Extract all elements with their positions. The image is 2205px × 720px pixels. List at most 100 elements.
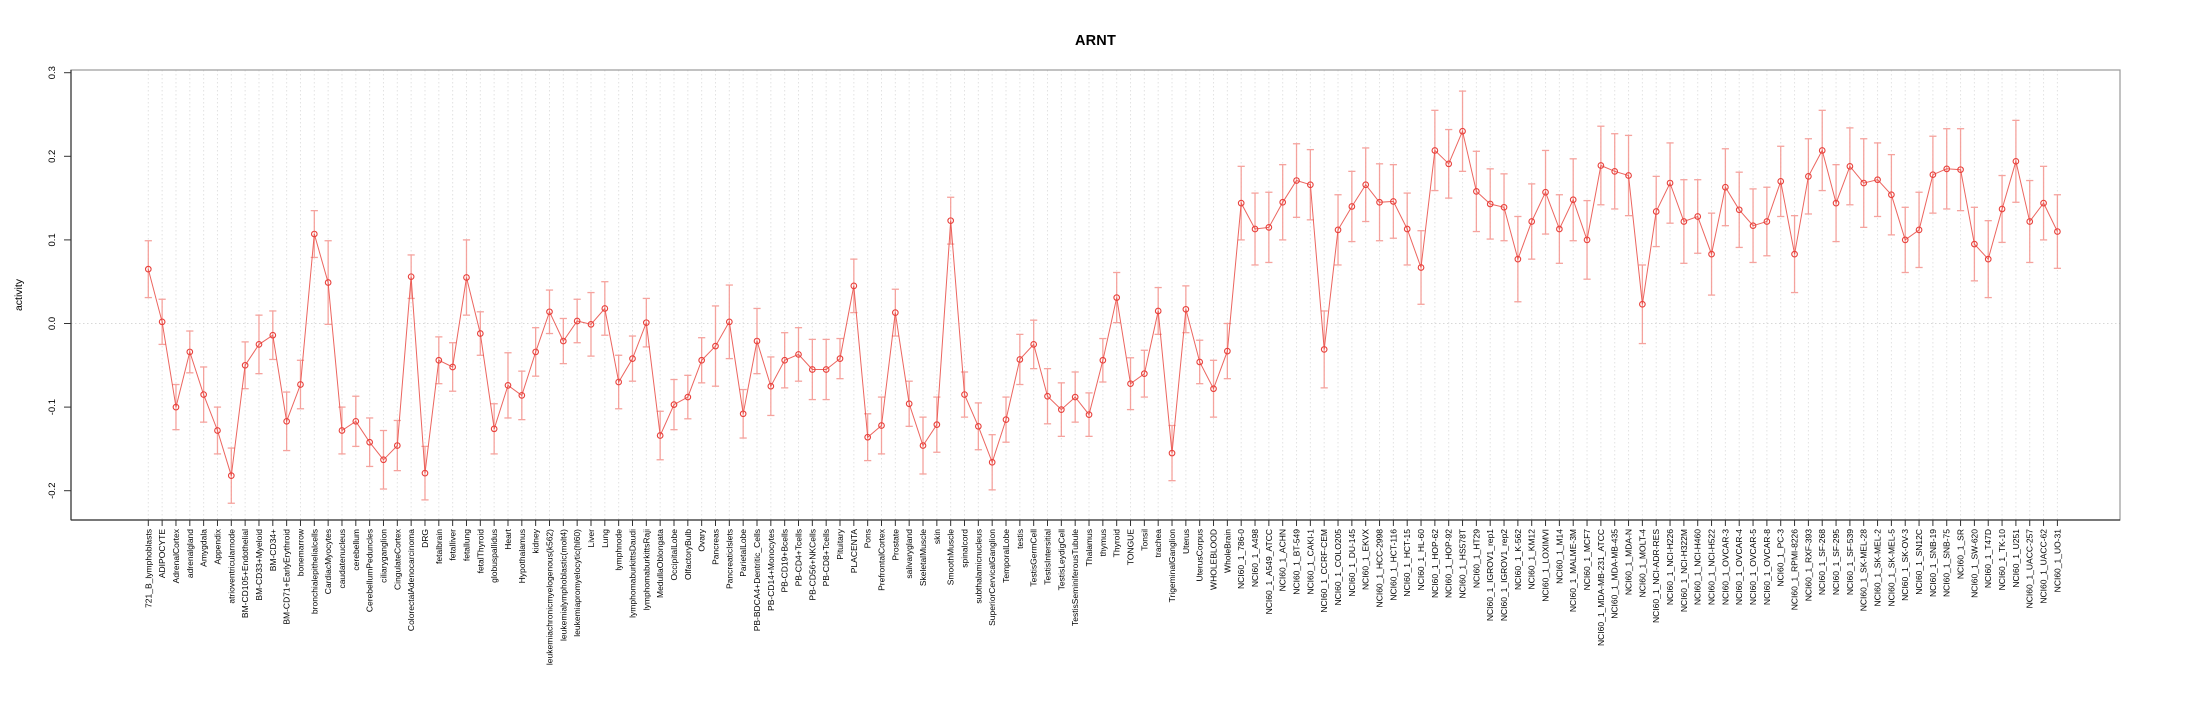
x-tick-label: salivarygland: [904, 529, 914, 579]
x-tick-label: NCI60_1_SF-268: [1817, 529, 1827, 595]
x-tick-label: cerebellum: [351, 529, 361, 571]
data-point: [1777, 178, 1785, 185]
x-tick-label: Ovary: [697, 528, 707, 551]
x-tick-label: ParietalLobe: [738, 529, 748, 577]
data-point: [1002, 416, 1010, 423]
x-tick-label: NCI60_1_COLO205: [1333, 529, 1343, 606]
data-point: [1874, 176, 1881, 184]
x-tick-label: NCI60_1_NCI-H226: [1665, 529, 1675, 605]
x-tick-label: Liver: [586, 529, 596, 548]
x-tick-label: NCI60_1_MCF7: [1582, 529, 1592, 591]
x-tick-label: TestisSeminiferousTubule: [1070, 529, 1080, 626]
data-point: [1030, 341, 1038, 348]
data-point: [1127, 380, 1134, 388]
x-tick-label: caudatenucleus: [337, 529, 347, 589]
x-tick-label: WholeBrain: [1222, 529, 1232, 573]
data-point: [1805, 173, 1812, 180]
data-point: [1625, 172, 1632, 179]
x-tick-label: NCI60_1_MOLT-4: [1637, 529, 1647, 598]
x-tick-label: NCI60_1_SK-MEL-28: [1859, 529, 1869, 611]
x-tick-label: SmoothMuscle: [946, 529, 956, 585]
x-tick-label: thymus: [1098, 529, 1108, 556]
data-point: [1293, 177, 1300, 184]
data-point: [1929, 171, 1937, 179]
data-point: [1846, 162, 1854, 170]
x-tick-label: atrioventricularnode: [226, 529, 236, 604]
data-point: [739, 410, 747, 418]
data-point: [905, 400, 913, 408]
data-point: [380, 456, 387, 464]
x-tick-label: PLACENTA: [849, 529, 859, 574]
x-tick-label: SkeletalMuscle: [918, 529, 928, 586]
data-point: [1099, 356, 1107, 364]
x-tick-label: NCI60_1_SK-OV-3: [1900, 529, 1910, 601]
data-point: [1376, 198, 1383, 206]
data-point: [698, 356, 706, 364]
data-point: [1403, 225, 1411, 233]
x-tick-label: PB-CD19+Bcells: [780, 529, 790, 593]
data-point: [1984, 255, 1992, 263]
data-point: [1611, 167, 1619, 175]
x-tick-label: NCI60_1_RXF-393: [1803, 529, 1813, 602]
x-tick-label: NCI60_1_SF-539: [1845, 529, 1855, 595]
x-tick-label: NCI60_1_HT29: [1471, 529, 1481, 588]
category-gridlines: [147, 70, 2058, 520]
x-tick-label: NCI60_1_NCI-H322M: [1679, 529, 1689, 612]
data-point: [352, 417, 360, 425]
data-point: [781, 356, 789, 364]
data-point: [642, 319, 650, 327]
x-tick-label: NCI60_1_ACHN: [1278, 529, 1288, 591]
x-tick-label: NCI60_1_SN12C: [1914, 529, 1924, 595]
x-tick-label: NCI60_1_SNB-75: [1942, 529, 1952, 597]
x-tick-label: Pancreas: [711, 529, 721, 565]
x-tick-label: leukemiapromyelocytic(hl60): [572, 529, 582, 637]
data-point: [1888, 191, 1895, 199]
x-tick-label: Pituitary: [835, 528, 845, 559]
data-point: [1334, 226, 1342, 234]
data-point: [1265, 224, 1273, 231]
data-point: [269, 331, 277, 339]
data-point: [310, 230, 318, 238]
x-tick-label: skin: [932, 529, 942, 544]
x-tick-label: testis: [1015, 529, 1025, 549]
x-tick-label: PB-CD56+NKCells: [807, 529, 817, 601]
data-point: [1224, 347, 1231, 355]
x-tick-label: Heart: [503, 528, 513, 549]
x-tick-label: lymphnode: [614, 529, 624, 571]
data-point: [283, 417, 290, 425]
data-point: [615, 378, 623, 386]
data-point: [795, 351, 802, 358]
data-point: [1445, 160, 1453, 168]
x-tick-label: NCI60_1_KM12: [1527, 529, 1537, 590]
x-tick-label: NCI60_1_HOP-92: [1444, 529, 1454, 598]
data-point: [1915, 226, 1923, 234]
data-point: [463, 274, 470, 281]
activity-profile-line: [147, 129, 2058, 476]
data-point: [2054, 228, 2061, 235]
y-tick-label: 0.1: [47, 233, 58, 246]
data-point: [1680, 218, 1688, 225]
x-tick-label: NCI60_1_MDA-MB-231_ATCC: [1596, 529, 1606, 646]
x-tick-label: Thyroid: [1112, 529, 1122, 558]
x-tick-label: NCI60_1_MALME-3M: [1568, 529, 1578, 612]
x-tick-label: NCI60_1_A498: [1250, 529, 1260, 587]
data-point: [1154, 307, 1162, 315]
y-tick-label: 0.2: [47, 150, 58, 163]
x-tick-label: OccipitalLobe: [669, 529, 679, 581]
data-point: [214, 427, 221, 434]
x-tick-label: Thalamus: [1084, 529, 1094, 566]
x-tick-label: TestisGermCell: [1029, 529, 1039, 587]
data-point: [297, 381, 304, 388]
x-tick-label: trachea: [1153, 529, 1163, 558]
data-point: [518, 392, 526, 399]
data-point: [767, 382, 775, 390]
data-point: [933, 421, 941, 429]
x-tick-label: adrenalgland: [185, 529, 195, 578]
data-point: [1652, 208, 1660, 215]
data-point: [559, 337, 567, 345]
data-point: [158, 318, 166, 326]
x-tick-label: NCI60_1_TK-10: [1997, 529, 2007, 591]
data-point: [1639, 300, 1646, 308]
data-point: [1556, 225, 1563, 233]
data-point: [435, 356, 443, 364]
